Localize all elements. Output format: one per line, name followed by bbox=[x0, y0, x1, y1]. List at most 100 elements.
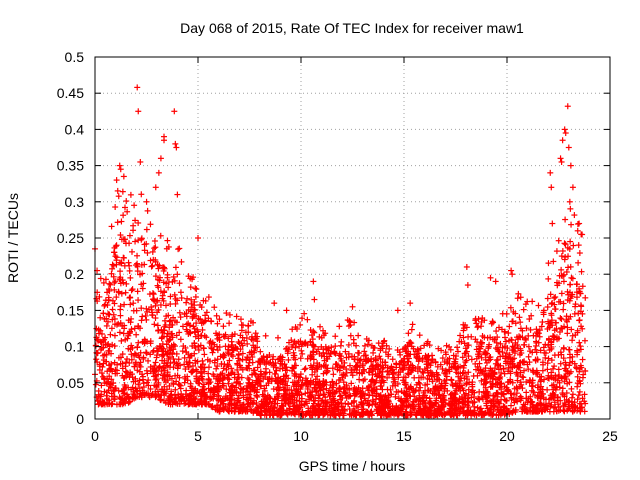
data-point bbox=[143, 226, 150, 233]
data-point bbox=[173, 144, 180, 151]
data-point bbox=[568, 221, 575, 228]
data-point bbox=[193, 286, 200, 293]
data-point bbox=[384, 374, 391, 381]
data-point bbox=[465, 333, 472, 340]
y-tick-label: 0.3 bbox=[65, 194, 85, 210]
data-point bbox=[151, 237, 158, 244]
data-point bbox=[226, 320, 233, 327]
data-point bbox=[183, 299, 190, 306]
data-point bbox=[233, 313, 240, 320]
data-point bbox=[566, 281, 573, 288]
data-point bbox=[375, 340, 382, 347]
data-point bbox=[192, 285, 199, 292]
data-point bbox=[559, 273, 566, 280]
data-point bbox=[138, 317, 145, 324]
data-point bbox=[146, 291, 153, 298]
data-point bbox=[134, 252, 141, 259]
data-point bbox=[227, 392, 234, 399]
data-point bbox=[564, 103, 571, 110]
data-point bbox=[157, 155, 164, 162]
data-point bbox=[503, 310, 510, 317]
data-point bbox=[551, 295, 558, 302]
data-point bbox=[177, 336, 184, 343]
data-point bbox=[565, 144, 572, 151]
data-point bbox=[558, 290, 565, 297]
scatter-points bbox=[92, 84, 589, 419]
data-point bbox=[193, 320, 200, 327]
y-tick-label: 0.4 bbox=[65, 121, 85, 137]
data-point bbox=[118, 337, 125, 344]
data-point bbox=[134, 344, 141, 351]
data-point bbox=[106, 311, 113, 318]
data-point bbox=[118, 290, 125, 297]
data-point bbox=[574, 383, 581, 390]
x-tick-label: 15 bbox=[396, 428, 412, 444]
data-point bbox=[492, 278, 499, 285]
data-point bbox=[558, 253, 565, 260]
data-point bbox=[544, 360, 551, 367]
data-point bbox=[468, 356, 475, 363]
data-point bbox=[464, 282, 471, 289]
data-point bbox=[539, 319, 546, 326]
data-point bbox=[173, 350, 180, 357]
data-point bbox=[555, 237, 562, 244]
data-point bbox=[131, 202, 138, 209]
data-point bbox=[161, 317, 168, 324]
data-point bbox=[576, 250, 583, 257]
data-point bbox=[575, 242, 582, 249]
data-point bbox=[130, 307, 137, 314]
data-point bbox=[213, 312, 220, 319]
data-point bbox=[240, 322, 247, 329]
data-point bbox=[310, 328, 317, 335]
data-point bbox=[115, 193, 122, 200]
data-point bbox=[463, 263, 470, 270]
data-point bbox=[559, 247, 566, 254]
data-point bbox=[113, 177, 120, 184]
data-point bbox=[274, 334, 281, 341]
data-point bbox=[176, 245, 183, 252]
data-point bbox=[148, 263, 155, 270]
data-point bbox=[317, 323, 324, 330]
data-point bbox=[311, 296, 318, 303]
data-point bbox=[506, 337, 513, 344]
data-point bbox=[549, 220, 556, 227]
data-point bbox=[228, 338, 235, 345]
data-point bbox=[472, 317, 479, 324]
data-point bbox=[345, 401, 352, 408]
data-point bbox=[569, 337, 576, 344]
x-tick-label: 10 bbox=[293, 428, 309, 444]
y-tick-label: 0 bbox=[76, 411, 84, 427]
data-point bbox=[138, 191, 145, 198]
data-point bbox=[201, 351, 208, 358]
data-point bbox=[506, 323, 513, 330]
data-point bbox=[490, 319, 497, 326]
data-point bbox=[579, 283, 586, 290]
data-point bbox=[394, 307, 401, 314]
data-point bbox=[127, 274, 134, 281]
data-point bbox=[117, 312, 124, 319]
data-point bbox=[109, 306, 116, 313]
data-point bbox=[195, 235, 201, 241]
data-point bbox=[483, 359, 490, 366]
data-point bbox=[155, 327, 162, 334]
data-point bbox=[101, 302, 108, 309]
data-point bbox=[114, 219, 121, 226]
data-point bbox=[568, 274, 575, 281]
data-point bbox=[124, 355, 131, 362]
data-point bbox=[120, 212, 127, 219]
data-point bbox=[503, 350, 510, 357]
data-point bbox=[117, 166, 124, 173]
data-point bbox=[393, 360, 400, 367]
data-point bbox=[578, 323, 585, 330]
data-point bbox=[560, 402, 567, 409]
data-point bbox=[116, 162, 123, 169]
data-point bbox=[567, 162, 574, 169]
data-point bbox=[342, 348, 349, 355]
data-point bbox=[454, 348, 461, 355]
data-point bbox=[577, 346, 584, 353]
data-point bbox=[97, 275, 104, 282]
data-point bbox=[332, 333, 339, 340]
data-point bbox=[505, 330, 512, 337]
data-point bbox=[107, 331, 114, 338]
